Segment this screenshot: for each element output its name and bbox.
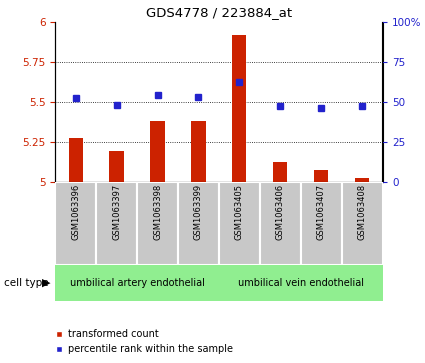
Text: GSM1063406: GSM1063406 [276,184,285,240]
Title: GDS4778 / 223884_at: GDS4778 / 223884_at [146,6,292,19]
Text: cell type: cell type [4,278,49,288]
Text: umbilical vein endothelial: umbilical vein endothelial [238,278,364,288]
Text: GSM1063407: GSM1063407 [317,184,326,240]
Bar [178,182,219,265]
Bar [55,265,219,301]
Text: GSM1063398: GSM1063398 [153,184,162,240]
Legend: transformed count, percentile rank within the sample: transformed count, percentile rank withi… [51,326,237,358]
Bar [342,182,383,265]
Bar [273,162,287,182]
Bar [219,265,382,301]
Bar [55,182,96,265]
Bar [232,34,246,182]
Bar [150,121,164,182]
Bar [96,182,137,265]
Bar [219,182,260,265]
Bar [110,151,124,182]
Bar [68,138,83,182]
Text: GSM1063396: GSM1063396 [71,184,80,240]
Bar [314,170,328,182]
Bar [300,182,342,265]
Bar [355,178,369,182]
Text: GSM1063397: GSM1063397 [112,184,121,240]
Text: GSM1063405: GSM1063405 [235,184,244,240]
Text: ▶: ▶ [42,278,50,288]
Text: GSM1063408: GSM1063408 [357,184,366,240]
Bar [260,182,300,265]
Text: umbilical artery endothelial: umbilical artery endothelial [70,278,204,288]
Bar [137,182,178,265]
Bar [191,121,206,182]
Text: GSM1063399: GSM1063399 [194,184,203,240]
